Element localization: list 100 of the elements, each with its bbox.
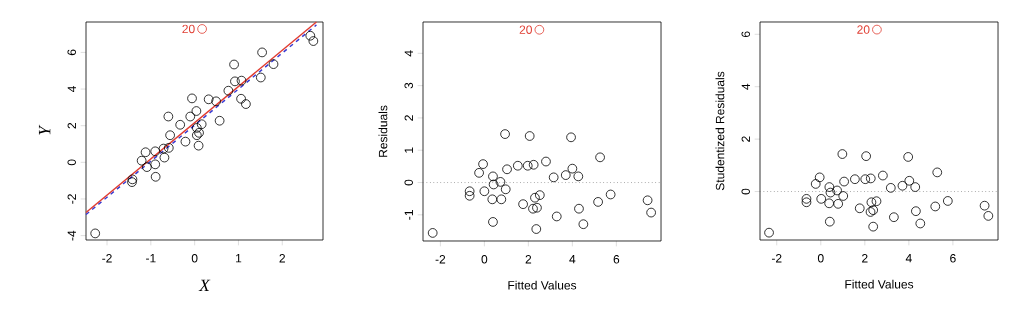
point xyxy=(910,182,921,192)
point xyxy=(838,191,849,201)
point xyxy=(943,196,953,206)
point xyxy=(528,203,538,214)
point xyxy=(488,171,498,182)
point xyxy=(646,207,656,218)
y-tick-label: 4 xyxy=(404,50,413,57)
point xyxy=(866,197,877,208)
point xyxy=(854,203,865,214)
x-tick-label: 1 xyxy=(236,254,242,263)
point xyxy=(871,196,882,207)
point xyxy=(915,218,926,229)
y-tick-label: 4 xyxy=(67,86,76,93)
point xyxy=(567,163,578,174)
point xyxy=(487,194,498,205)
point xyxy=(560,170,571,180)
point xyxy=(495,177,506,187)
point xyxy=(90,228,100,239)
point xyxy=(214,115,225,126)
point xyxy=(801,197,812,208)
point xyxy=(479,186,490,197)
point xyxy=(474,168,484,178)
point xyxy=(824,198,834,209)
x-tick-label: 4 xyxy=(569,255,576,264)
point xyxy=(566,132,576,143)
point xyxy=(534,24,545,35)
y-tick-label: 2 xyxy=(741,136,750,142)
point xyxy=(897,180,908,191)
y-axis-title: Studentized Residuals xyxy=(715,71,725,191)
point xyxy=(185,111,196,122)
point xyxy=(502,164,512,175)
point xyxy=(824,182,835,192)
y-axis-title: Y xyxy=(38,124,51,135)
point xyxy=(236,93,246,104)
x-axis-title: Fitted Values xyxy=(845,279,914,289)
point xyxy=(573,171,584,182)
y-axis-title: Residuals xyxy=(378,105,388,157)
x-tick-label: -2 xyxy=(435,255,446,264)
point xyxy=(578,219,589,229)
annotation: 20 xyxy=(519,25,532,34)
point xyxy=(191,106,202,116)
point xyxy=(911,206,921,216)
x-tick-label: -2 xyxy=(102,254,112,263)
point xyxy=(816,194,827,204)
point xyxy=(192,123,202,133)
point xyxy=(860,174,871,185)
annotation: 20 xyxy=(857,25,870,34)
point xyxy=(532,202,542,213)
point xyxy=(814,172,825,183)
point xyxy=(427,228,438,238)
y-tick-label: 0 xyxy=(404,179,413,186)
point xyxy=(196,119,207,130)
annotation: 20 xyxy=(182,24,195,34)
point xyxy=(865,173,876,184)
point xyxy=(810,179,821,189)
point xyxy=(983,211,994,221)
point xyxy=(878,170,888,181)
point xyxy=(551,211,562,222)
y-tick-label: 2 xyxy=(67,122,76,129)
point xyxy=(541,156,551,167)
y-tick-label: 2 xyxy=(404,115,413,121)
y-tick-label: -1 xyxy=(404,210,413,220)
point xyxy=(500,184,511,195)
point xyxy=(203,94,214,105)
point xyxy=(524,131,535,141)
point xyxy=(903,152,913,162)
y-tick-label: 0 xyxy=(741,188,750,195)
point xyxy=(801,194,812,204)
point xyxy=(825,187,836,198)
y-tick-label: 6 xyxy=(67,49,76,56)
point xyxy=(932,167,943,178)
point xyxy=(164,143,174,153)
x-tick-label: 6 xyxy=(950,254,956,263)
point xyxy=(464,190,475,201)
point xyxy=(488,179,499,190)
x-tick-label: 0 xyxy=(191,254,198,263)
y-tick-label: 3 xyxy=(404,82,413,89)
point xyxy=(211,96,221,107)
point xyxy=(837,149,848,159)
point xyxy=(136,155,147,166)
point xyxy=(163,111,174,122)
x-tick-label: 6 xyxy=(613,255,620,264)
x-axis-title: X xyxy=(198,279,211,292)
x-tick-label: 0 xyxy=(481,255,488,264)
point xyxy=(257,47,267,58)
point xyxy=(175,119,185,130)
x-axis-title: Fitted Values xyxy=(508,280,577,290)
point xyxy=(861,151,871,161)
point xyxy=(230,76,240,87)
point xyxy=(255,72,266,83)
point xyxy=(868,221,878,232)
point xyxy=(886,183,896,193)
point xyxy=(478,159,488,169)
point xyxy=(142,162,152,172)
point xyxy=(528,159,539,170)
point xyxy=(574,203,584,214)
point xyxy=(548,172,559,183)
y-tick-label: 0 xyxy=(67,159,76,166)
point xyxy=(518,199,528,209)
point xyxy=(488,217,498,227)
